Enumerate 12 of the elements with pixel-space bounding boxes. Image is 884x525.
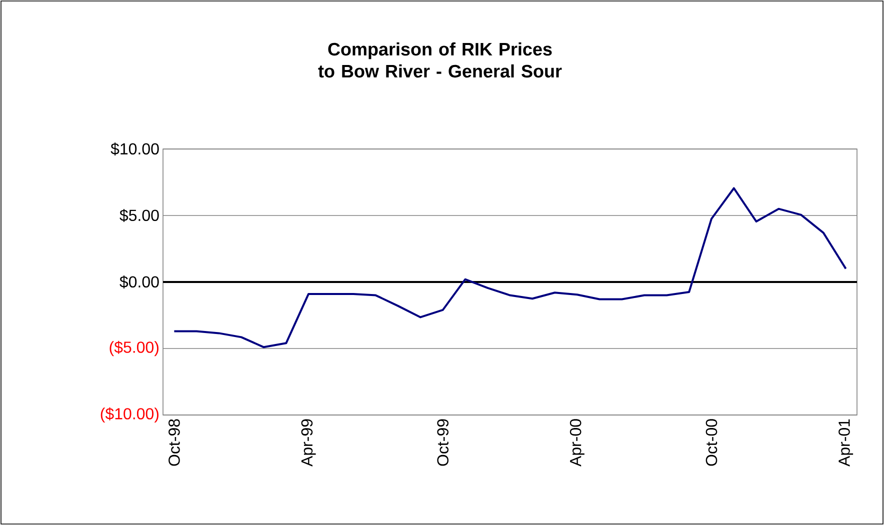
x-tick-label: Apr-99: [301, 419, 316, 467]
y-tick-label: $5.00: [120, 209, 159, 222]
chart-title: Comparison of RIK Prices to Bow River - General Sour: [318, 42, 562, 78]
x-tick-label: Oct-98: [168, 419, 180, 466]
x-tick-label: Apr-01: [838, 419, 854, 467]
x-tick-label: Oct-00: [706, 419, 718, 466]
x-tick-label: Apr-00: [570, 419, 584, 467]
y-tick-label: $0.00: [120, 276, 159, 288]
y-tick-label: ($10.00): [100, 407, 158, 423]
y-tick-label: $10.00: [110, 142, 159, 156]
x-tick-label: Oct-99: [437, 419, 449, 466]
y-tick-label: ($5.00): [110, 340, 158, 356]
